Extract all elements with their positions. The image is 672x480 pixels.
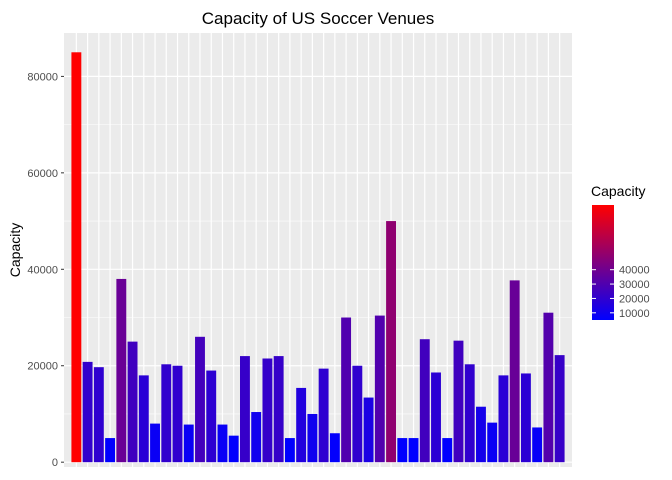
bar (341, 317, 352, 463)
y-axis: 0 20000 40000 60000 80000 (27, 71, 64, 469)
bar (431, 372, 441, 463)
bar (352, 365, 363, 463)
bar (116, 278, 127, 463)
bar (543, 312, 554, 463)
bar (183, 424, 194, 463)
bar (93, 367, 104, 463)
bar (150, 423, 160, 463)
legend-tick-label: 10000 (619, 308, 650, 320)
bar (532, 427, 543, 463)
bars (71, 52, 565, 463)
bar (397, 438, 408, 463)
bar (105, 438, 116, 463)
bar (476, 406, 486, 463)
bar (419, 339, 430, 463)
bar (195, 336, 205, 463)
bar (442, 438, 453, 463)
bar (374, 315, 385, 463)
bar (487, 422, 498, 463)
color-legend: Capacity 10000 20000 30000 40000 (591, 183, 650, 320)
bar (240, 356, 250, 463)
y-tick-label: 20000 (27, 361, 58, 373)
bar (318, 368, 329, 463)
bar (71, 52, 82, 463)
bar (520, 373, 531, 463)
bar (82, 361, 93, 463)
y-tick-label: 0 (52, 457, 58, 469)
bar (138, 375, 149, 463)
bar (554, 355, 565, 463)
legend-tick-label: 30000 (619, 279, 650, 291)
legend-ticks: 10000 20000 30000 40000 (592, 265, 650, 320)
bar (161, 364, 172, 463)
bar (386, 221, 396, 463)
bar (206, 370, 217, 463)
bar (251, 412, 262, 463)
bar (273, 356, 284, 463)
bar (498, 375, 509, 463)
chart-title: Capacity of US Soccer Venues (202, 9, 434, 28)
bar (228, 435, 239, 463)
y-tick-label: 60000 (27, 168, 58, 180)
bar (408, 438, 419, 463)
bar (363, 397, 374, 463)
bar (262, 358, 273, 463)
y-tick-label: 40000 (27, 264, 58, 276)
bar (509, 280, 520, 463)
legend-tick-label: 20000 (619, 293, 650, 305)
bar (127, 341, 138, 463)
bar (284, 438, 295, 463)
bar (296, 387, 307, 463)
bar (464, 364, 475, 463)
bar (172, 365, 183, 463)
y-tick-label: 80000 (27, 71, 58, 83)
bar (307, 413, 318, 463)
legend-title: Capacity (591, 183, 645, 199)
legend-tick-label: 40000 (619, 265, 650, 277)
legend-colorbar (592, 205, 614, 320)
bar (329, 433, 340, 463)
bar (217, 424, 228, 463)
y-axis-label: Capacity (7, 223, 23, 277)
bar (453, 340, 464, 463)
